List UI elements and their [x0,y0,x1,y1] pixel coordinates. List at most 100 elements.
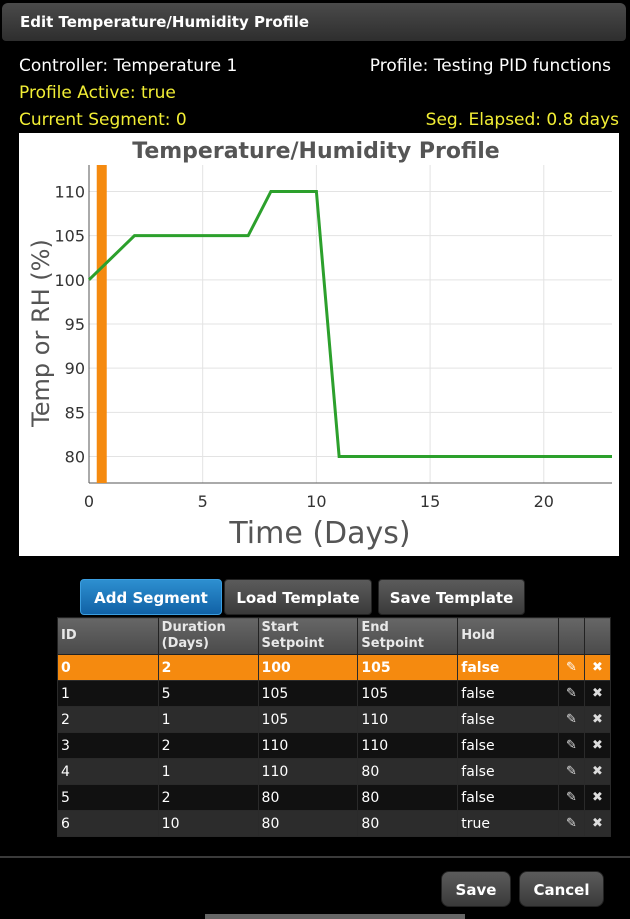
footer-divider [0,856,630,858]
column-header-id[interactable]: ID [57,617,159,655]
cell-end-setpoint: 80 [357,758,459,785]
pencil-icon[interactable]: ✎ [558,732,585,759]
y-tick-label: 110 [54,183,85,202]
x-tick-label: 10 [306,492,326,511]
pencil-icon[interactable]: ✎ [558,654,585,681]
segments-table: ID Duration (Days) Start Setpoint End Setpo… [57,617,612,837]
cell-id: 4 [57,758,159,785]
segment-elapsed-label: Seg. Elapsed: 0.8 days [425,110,619,130]
y-tick-label: 100 [54,271,85,290]
cell-hold: false [457,706,560,733]
cancel-button[interactable]: Cancel [519,871,604,907]
cell-start-setpoint: 80 [257,784,359,811]
cell-id: 5 [57,784,159,811]
cell-start-setpoint: 110 [257,732,359,759]
cell-id: 1 [57,680,159,707]
x-axis-label: Time (Days) [228,516,410,551]
elapsed-marker-bar [96,165,107,483]
cell-hold: false [457,784,560,811]
save-template-button[interactable]: Save Template [378,579,525,615]
column-header-duration[interactable]: Duration (Days) [157,617,259,655]
series-line [87,190,612,458]
y-tick-label: 85 [65,403,85,422]
x-tick-label: 15 [420,492,440,511]
cell-end-setpoint: 105 [357,680,459,707]
controller-label: Controller: Temperature 1 [19,56,238,76]
cell-hold: false [457,654,560,681]
cell-hold: false [457,680,560,707]
table-row[interactable]: 5 2 80 80 false ✎ ✖ [57,784,612,811]
y-tick-label: 95 [65,315,85,334]
x-icon[interactable]: ✖ [583,810,612,837]
cell-end-setpoint: 105 [357,654,459,681]
table-row[interactable]: 4 1 110 80 false ✎ ✖ [57,758,612,785]
cell-hold: false [457,732,560,759]
cell-id: 6 [57,810,159,837]
cell-start-setpoint: 80 [257,810,359,837]
cell-duration: 2 [157,732,259,759]
y-tick-label: 90 [65,359,85,378]
cell-id: 2 [57,706,159,733]
table-row[interactable]: 2 1 105 110 false ✎ ✖ [57,706,612,733]
cell-hold: false [457,758,560,785]
x-tick-label: 0 [84,492,94,511]
x-tick-label: 5 [198,492,208,511]
cell-duration: 2 [157,654,259,681]
table-row[interactable]: 1 5 105 105 false ✎ ✖ [57,680,612,707]
cell-duration: 10 [157,810,259,837]
y-tick-label: 80 [65,448,85,467]
pencil-icon[interactable]: ✎ [558,680,585,707]
chart-svg: 0 5 10 15 20 80 85 90 95 100 105 110 Temperature/Hum… [27,139,612,551]
cell-duration: 1 [157,758,259,785]
pencil-icon[interactable]: ✎ [558,784,585,811]
cell-hold: true [457,810,560,837]
cell-duration: 5 [157,680,259,707]
cell-end-setpoint: 110 [357,732,459,759]
load-template-button[interactable]: Load Template [224,579,372,615]
cell-end-setpoint: 80 [357,784,459,811]
cell-start-setpoint: 105 [257,680,359,707]
add-segment-button[interactable]: Add Segment [80,579,222,615]
table-row[interactable]: 6 10 80 80 true ✎ ✖ [57,810,612,837]
table-row[interactable]: 3 2 110 110 false ✎ ✖ [57,732,612,759]
profile-chart: 0 5 10 15 20 80 85 90 95 100 105 110 Temperature/Hum… [19,133,619,556]
horizontal-scrollbar[interactable] [205,914,465,919]
save-button[interactable]: Save [441,871,511,907]
profile-label: Profile: Testing PID functions [369,56,611,76]
cell-duration: 1 [157,706,259,733]
column-header-hold[interactable]: Hold [457,617,560,655]
cell-end-setpoint: 80 [357,810,459,837]
segments-table-body: 0 2 100 105 false ✎ ✖ 1 5 105 105 false ✎ ✖ 2 1 105 110 fa… [57,654,612,837]
x-icon[interactable]: ✖ [583,654,612,681]
pencil-icon[interactable]: ✎ [558,810,585,837]
column-header-edit [558,617,585,655]
x-icon[interactable]: ✖ [583,732,612,759]
column-header-delete [583,617,612,655]
pencil-icon[interactable]: ✎ [558,706,585,733]
chart-title: Temperature/Humidity Profile [132,139,499,164]
profile-active-label: Profile Active: true [19,83,176,103]
column-header-start-setpoint[interactable]: Start Setpoint [257,617,359,655]
window-title: Edit Temperature/Humidity Profile [20,13,310,31]
column-header-end-text: End Setpoint [361,620,424,651]
pencil-icon[interactable]: ✎ [558,758,585,785]
cell-end-setpoint: 110 [357,706,459,733]
y-tick-label: 105 [54,227,85,246]
cell-start-setpoint: 105 [257,706,359,733]
cell-id: 0 [57,654,159,681]
x-icon[interactable]: ✖ [583,706,612,733]
cell-duration: 2 [157,784,259,811]
x-tick-label: 20 [534,492,554,511]
x-icon[interactable]: ✖ [583,680,612,707]
table-row[interactable]: 0 2 100 105 false ✎ ✖ [57,654,612,681]
column-header-end-setpoint[interactable]: End Setpoint [357,617,459,655]
x-icon[interactable]: ✖ [583,758,612,785]
table-header-row: ID Duration (Days) Start Setpoint End Setpo… [57,617,612,655]
cell-start-setpoint: 110 [257,758,359,785]
current-segment-label: Current Segment: 0 [19,110,187,130]
y-axis-label: Temp or RH (%) [27,239,55,428]
column-header-duration-text: Duration (Days) [161,620,226,651]
title-bar: Edit Temperature/Humidity Profile [2,3,626,41]
x-icon[interactable]: ✖ [583,784,612,811]
cell-id: 3 [57,732,159,759]
